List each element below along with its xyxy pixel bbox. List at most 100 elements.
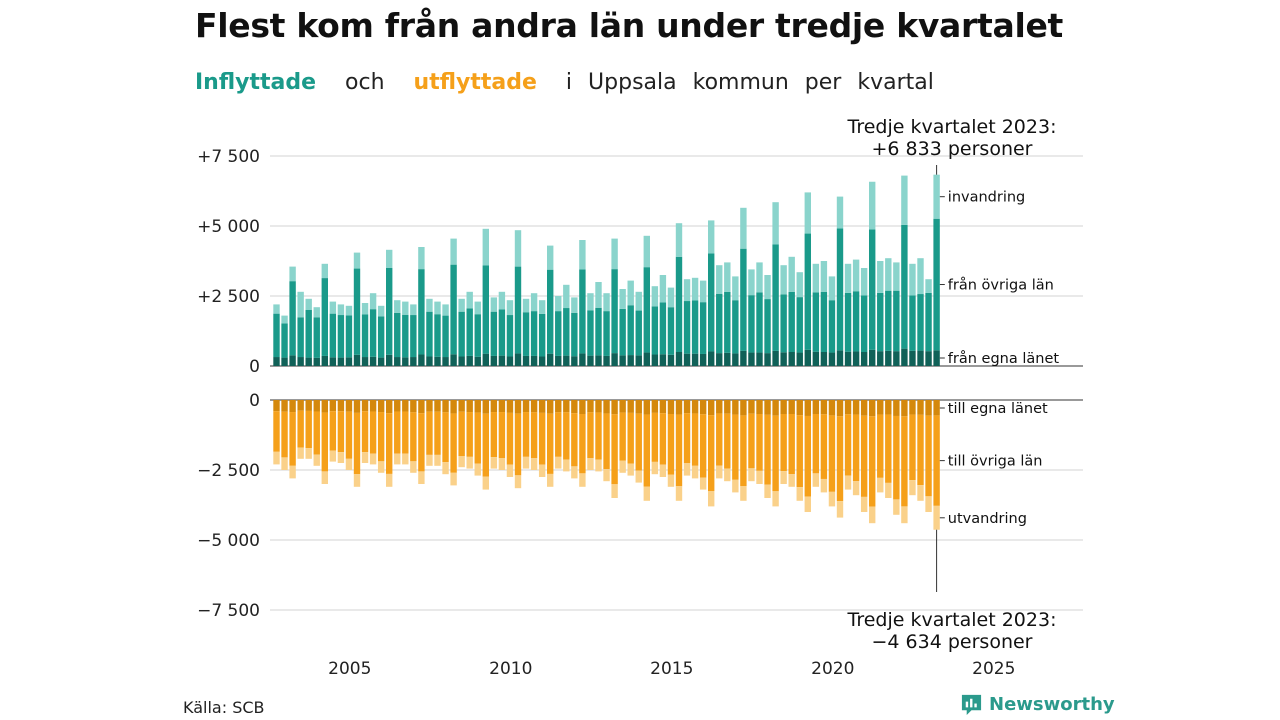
bar-out-own-county xyxy=(587,400,594,413)
bar-in-own-county xyxy=(643,352,650,366)
bar-out-emigration xyxy=(353,474,361,487)
bar-out-own-county xyxy=(555,400,562,413)
bar-out-other-counties xyxy=(909,414,916,481)
bar-out-emigration xyxy=(530,458,538,470)
bar-out-own-county xyxy=(530,400,538,413)
bar-out-emigration xyxy=(909,480,916,496)
bar-in-other-counties xyxy=(740,248,747,351)
bar-in-own-county xyxy=(611,353,618,366)
bar-in-own-county xyxy=(506,356,514,366)
bar-out-own-county xyxy=(675,400,683,415)
bar-out-other-counties xyxy=(804,415,811,497)
bar-in-own-county xyxy=(555,355,562,366)
bar-out-emigration xyxy=(289,465,296,479)
bar-out-other-counties xyxy=(659,413,667,465)
bar-out-other-counties xyxy=(691,413,699,466)
bar-in-other-counties xyxy=(571,312,578,357)
bar-out-other-counties xyxy=(353,412,361,475)
bar-out-emigration xyxy=(273,451,280,465)
bar-in-other-counties xyxy=(627,305,634,356)
bar-in-other-counties xyxy=(442,315,449,358)
bar-out-other-counties xyxy=(836,416,844,502)
bar-out-own-county xyxy=(547,400,554,414)
bar-in-own-county xyxy=(852,351,860,366)
bar-in-immigration xyxy=(885,258,892,291)
bar-out-emigration xyxy=(458,456,465,468)
bar-out-emigration xyxy=(683,463,691,476)
bar-out-other-counties xyxy=(869,416,876,507)
bar-in-own-county xyxy=(329,357,337,366)
segment-label-out: till övriga län xyxy=(948,454,1043,470)
bar-out-other-counties xyxy=(361,411,369,453)
bar-in-immigration xyxy=(490,297,498,312)
bar-out-own-county xyxy=(756,400,763,414)
bar-out-emigration xyxy=(844,475,852,490)
bar-out-other-counties xyxy=(466,412,473,457)
bar-out-emigration xyxy=(450,472,457,486)
bar-out-own-county xyxy=(627,400,634,413)
bar-in-immigration xyxy=(925,279,932,293)
bar-in-immigration xyxy=(321,263,328,279)
segment-label-out: till egna länet xyxy=(948,401,1048,417)
y-tick-label-bottom: −5 000 xyxy=(197,531,260,551)
bar-out-own-county xyxy=(394,400,401,412)
bar-out-emigration xyxy=(885,482,892,498)
subtitle-och-word: och xyxy=(345,70,385,95)
bar-out-own-county xyxy=(466,400,473,413)
bar-out-own-county xyxy=(909,400,916,415)
bar-out-emigration xyxy=(675,486,683,501)
bar-in-immigration xyxy=(313,307,320,318)
bar-in-other-counties xyxy=(538,313,546,357)
bar-in-own-county xyxy=(659,354,667,366)
bar-in-own-county xyxy=(933,350,940,366)
bar-out-own-county xyxy=(651,400,659,413)
bar-in-other-counties xyxy=(724,291,731,353)
bar-in-own-county xyxy=(804,349,811,366)
bar-out-other-counties xyxy=(273,411,280,452)
bar-out-own-county xyxy=(345,400,353,412)
bar-out-other-counties xyxy=(675,414,683,487)
bar-out-other-counties xyxy=(281,411,288,458)
bar-out-emigration xyxy=(691,465,699,479)
subtitle-i-word: i xyxy=(565,70,573,95)
bar-in-immigration xyxy=(434,301,441,315)
bar-in-other-counties xyxy=(506,315,514,357)
bar-in-other-counties xyxy=(643,267,650,353)
bar-out-own-county xyxy=(281,400,288,412)
bar-in-own-county xyxy=(305,357,312,366)
bar-in-other-counties xyxy=(329,313,337,358)
bar-out-emigration xyxy=(514,475,522,489)
bar-out-other-counties xyxy=(611,414,618,485)
bar-out-other-counties xyxy=(402,411,409,454)
bar-in-other-counties xyxy=(297,317,304,358)
bar-in-own-county xyxy=(418,354,425,366)
bar-out-other-counties xyxy=(772,415,779,492)
bar-out-emigration xyxy=(490,457,498,469)
bar-out-own-county xyxy=(893,400,900,416)
bar-out-other-counties xyxy=(643,414,650,487)
bar-out-other-counties xyxy=(917,414,924,486)
subtitle-outflow-word: utflyttade xyxy=(413,70,537,95)
bar-in-other-counties xyxy=(386,268,393,355)
bar-in-own-county xyxy=(595,355,602,366)
bar-out-emigration xyxy=(297,447,304,459)
bar-out-other-counties xyxy=(458,411,465,456)
bar-out-emigration xyxy=(394,453,401,465)
bar-out-emigration xyxy=(587,458,594,470)
bar-out-emigration xyxy=(434,454,441,466)
bar-out-own-county xyxy=(925,400,932,416)
bar-in-own-county xyxy=(474,356,481,366)
bar-out-emigration xyxy=(345,458,353,470)
bar-out-own-county xyxy=(732,400,739,415)
bar-out-own-county xyxy=(877,400,884,415)
bar-out-emigration xyxy=(418,471,425,484)
bar-out-emigration xyxy=(764,484,771,498)
bar-out-other-counties xyxy=(635,413,642,471)
bar-in-other-counties xyxy=(313,317,320,358)
bar-in-immigration xyxy=(418,247,425,270)
bar-in-immigration xyxy=(563,284,570,309)
bar-in-immigration xyxy=(683,279,691,302)
newsworthy-logo: Newsworthy xyxy=(960,693,1115,716)
bar-in-immigration xyxy=(482,228,489,266)
subtitle-inflow-word: Inflyttade xyxy=(195,70,317,95)
